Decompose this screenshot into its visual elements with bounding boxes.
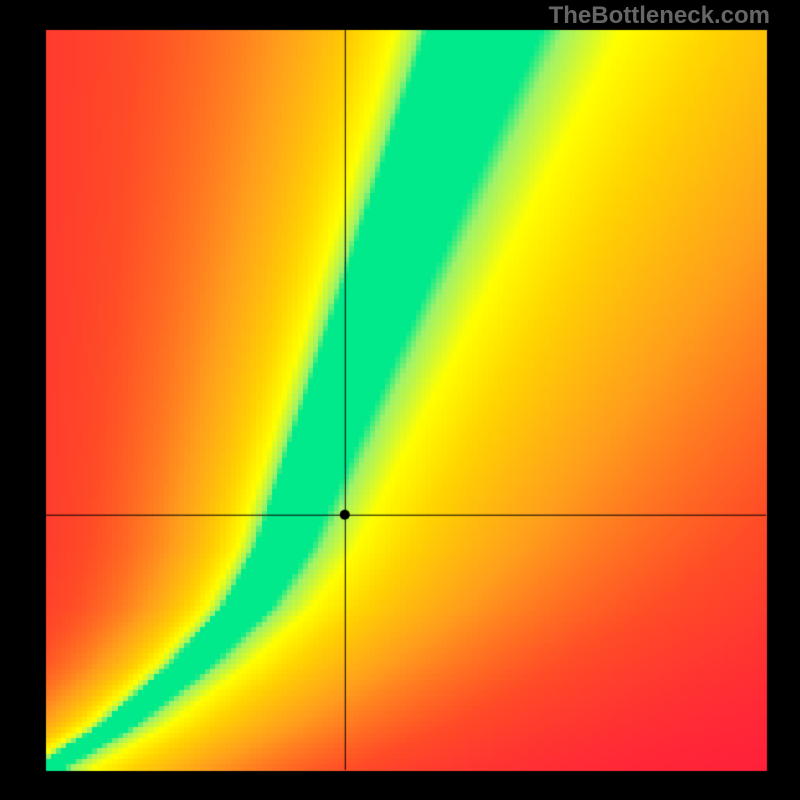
heatmap-canvas xyxy=(0,0,800,800)
watermark-text: TheBottleneck.com xyxy=(549,2,770,30)
chart-container: TheBottleneck.com xyxy=(0,0,800,800)
